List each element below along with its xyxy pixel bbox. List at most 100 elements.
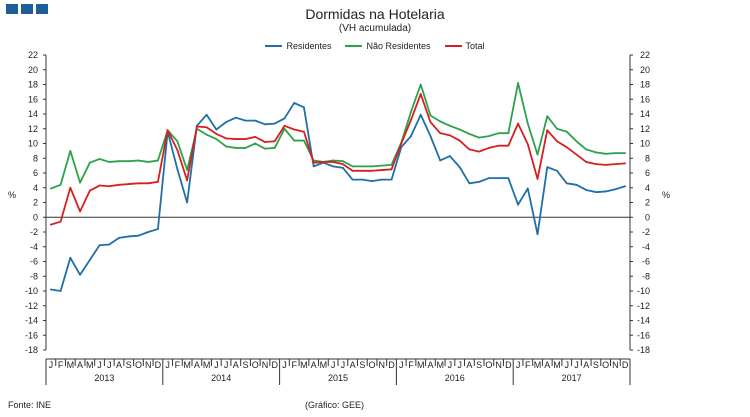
data-point-2 xyxy=(390,168,393,171)
x-month-label: J xyxy=(341,360,346,370)
data-point-2 xyxy=(458,139,461,142)
x-month-label: S xyxy=(593,360,599,370)
y-tick-label-left: -12 xyxy=(25,301,38,311)
y-tick-label-left: 4 xyxy=(33,183,38,193)
data-point-2 xyxy=(69,186,72,189)
data-point-1 xyxy=(390,163,393,166)
data-point-0 xyxy=(419,113,422,116)
data-point-2 xyxy=(449,134,451,137)
data-point-0 xyxy=(458,166,461,169)
x-month-label: F xyxy=(525,360,531,370)
data-point-2 xyxy=(614,163,617,166)
chart-title: Dormidas na Hotelaria xyxy=(305,6,445,22)
x-month-label: M xyxy=(534,360,542,370)
data-point-1 xyxy=(595,151,597,154)
data-point-1 xyxy=(127,160,130,163)
data-point-2 xyxy=(556,140,558,143)
data-point-2 xyxy=(595,163,597,166)
x-month-label: J xyxy=(457,360,462,370)
y-tick-label-right: 18 xyxy=(640,80,650,90)
y-tick-label-right: 12 xyxy=(640,124,650,134)
data-point-0 xyxy=(390,178,393,181)
data-point-1 xyxy=(575,140,578,143)
y-tick-label-left: 0 xyxy=(33,212,38,222)
data-point-1 xyxy=(157,159,159,162)
data-point-2 xyxy=(127,183,130,185)
data-point-0 xyxy=(468,182,471,185)
data-point-2 xyxy=(49,223,52,226)
x-month-label: S xyxy=(476,360,482,370)
data-point-0 xyxy=(264,123,266,126)
data-point-0 xyxy=(49,288,52,291)
data-point-0 xyxy=(234,116,237,119)
x-month-label: J xyxy=(282,360,287,370)
y-tick-label-right: -14 xyxy=(637,316,650,326)
data-point-0 xyxy=(449,155,451,157)
data-point-2 xyxy=(507,144,510,147)
data-point-1 xyxy=(59,183,62,186)
data-point-0 xyxy=(59,290,62,292)
data-point-1 xyxy=(439,120,442,123)
data-point-2 xyxy=(497,144,500,147)
y-tick-label-left: -10 xyxy=(25,286,38,296)
data-point-0 xyxy=(497,177,500,180)
data-point-1 xyxy=(225,145,227,148)
data-point-2 xyxy=(361,169,364,172)
data-point-1 xyxy=(556,127,558,130)
data-point-2 xyxy=(79,210,81,213)
y-tick-label-right: -18 xyxy=(637,345,650,355)
y-tick-label-left: 12 xyxy=(28,124,38,134)
y-tick-label-left: 22 xyxy=(28,50,38,60)
data-point-1 xyxy=(526,122,529,125)
data-point-2 xyxy=(371,169,373,172)
data-point-1 xyxy=(234,147,237,149)
y-tick-label-left: -18 xyxy=(25,345,38,355)
data-point-1 xyxy=(332,159,335,162)
x-month-label: M xyxy=(86,360,94,370)
data-point-0 xyxy=(546,166,549,169)
y-tick-label-right: -2 xyxy=(642,227,650,237)
data-point-2 xyxy=(254,135,257,138)
y-tick-label-left: 2 xyxy=(33,198,38,208)
y-tick-label-left: 6 xyxy=(33,168,38,178)
logo-block-1 xyxy=(6,4,18,14)
y-tick-label-right: 6 xyxy=(645,168,650,178)
y-tick-label-left: -8 xyxy=(30,271,38,281)
data-point-2 xyxy=(478,150,481,153)
data-point-1 xyxy=(108,161,111,163)
data-point-1 xyxy=(419,83,422,86)
data-point-0 xyxy=(186,201,189,204)
data-point-2 xyxy=(380,169,383,171)
data-point-2 xyxy=(429,121,432,124)
y-tick-label-left: -4 xyxy=(30,242,38,252)
data-point-2 xyxy=(283,124,286,127)
x-month-label: O xyxy=(602,360,609,370)
legend-swatch-residentes xyxy=(265,45,283,47)
x-month-label: M xyxy=(67,360,75,370)
data-point-1 xyxy=(517,82,519,84)
data-point-2 xyxy=(137,182,140,185)
data-point-0 xyxy=(137,234,140,237)
data-point-2 xyxy=(604,163,607,166)
y-tick-label-right: 10 xyxy=(640,139,650,149)
y-tick-label-right: -6 xyxy=(642,257,650,267)
x-month-label: M xyxy=(436,360,444,370)
data-point-1 xyxy=(380,164,383,167)
data-point-2 xyxy=(487,147,490,149)
data-point-2 xyxy=(575,153,578,156)
data-point-0 xyxy=(341,166,344,169)
x-month-label: J xyxy=(574,360,579,370)
y-tick-label-left: -16 xyxy=(25,330,38,340)
data-point-1 xyxy=(604,152,607,155)
data-point-2 xyxy=(312,161,315,164)
data-point-2 xyxy=(244,138,247,140)
data-point-0 xyxy=(215,128,218,131)
x-month-label: M xyxy=(300,360,308,370)
x-month-label: A xyxy=(194,360,200,370)
data-point-2 xyxy=(439,132,442,135)
y-tick-label-right: -12 xyxy=(637,301,650,311)
data-point-1 xyxy=(458,128,461,131)
x-year-label: 2013 xyxy=(94,373,114,383)
x-month-label: J xyxy=(214,360,219,370)
x-month-label: O xyxy=(135,360,142,370)
